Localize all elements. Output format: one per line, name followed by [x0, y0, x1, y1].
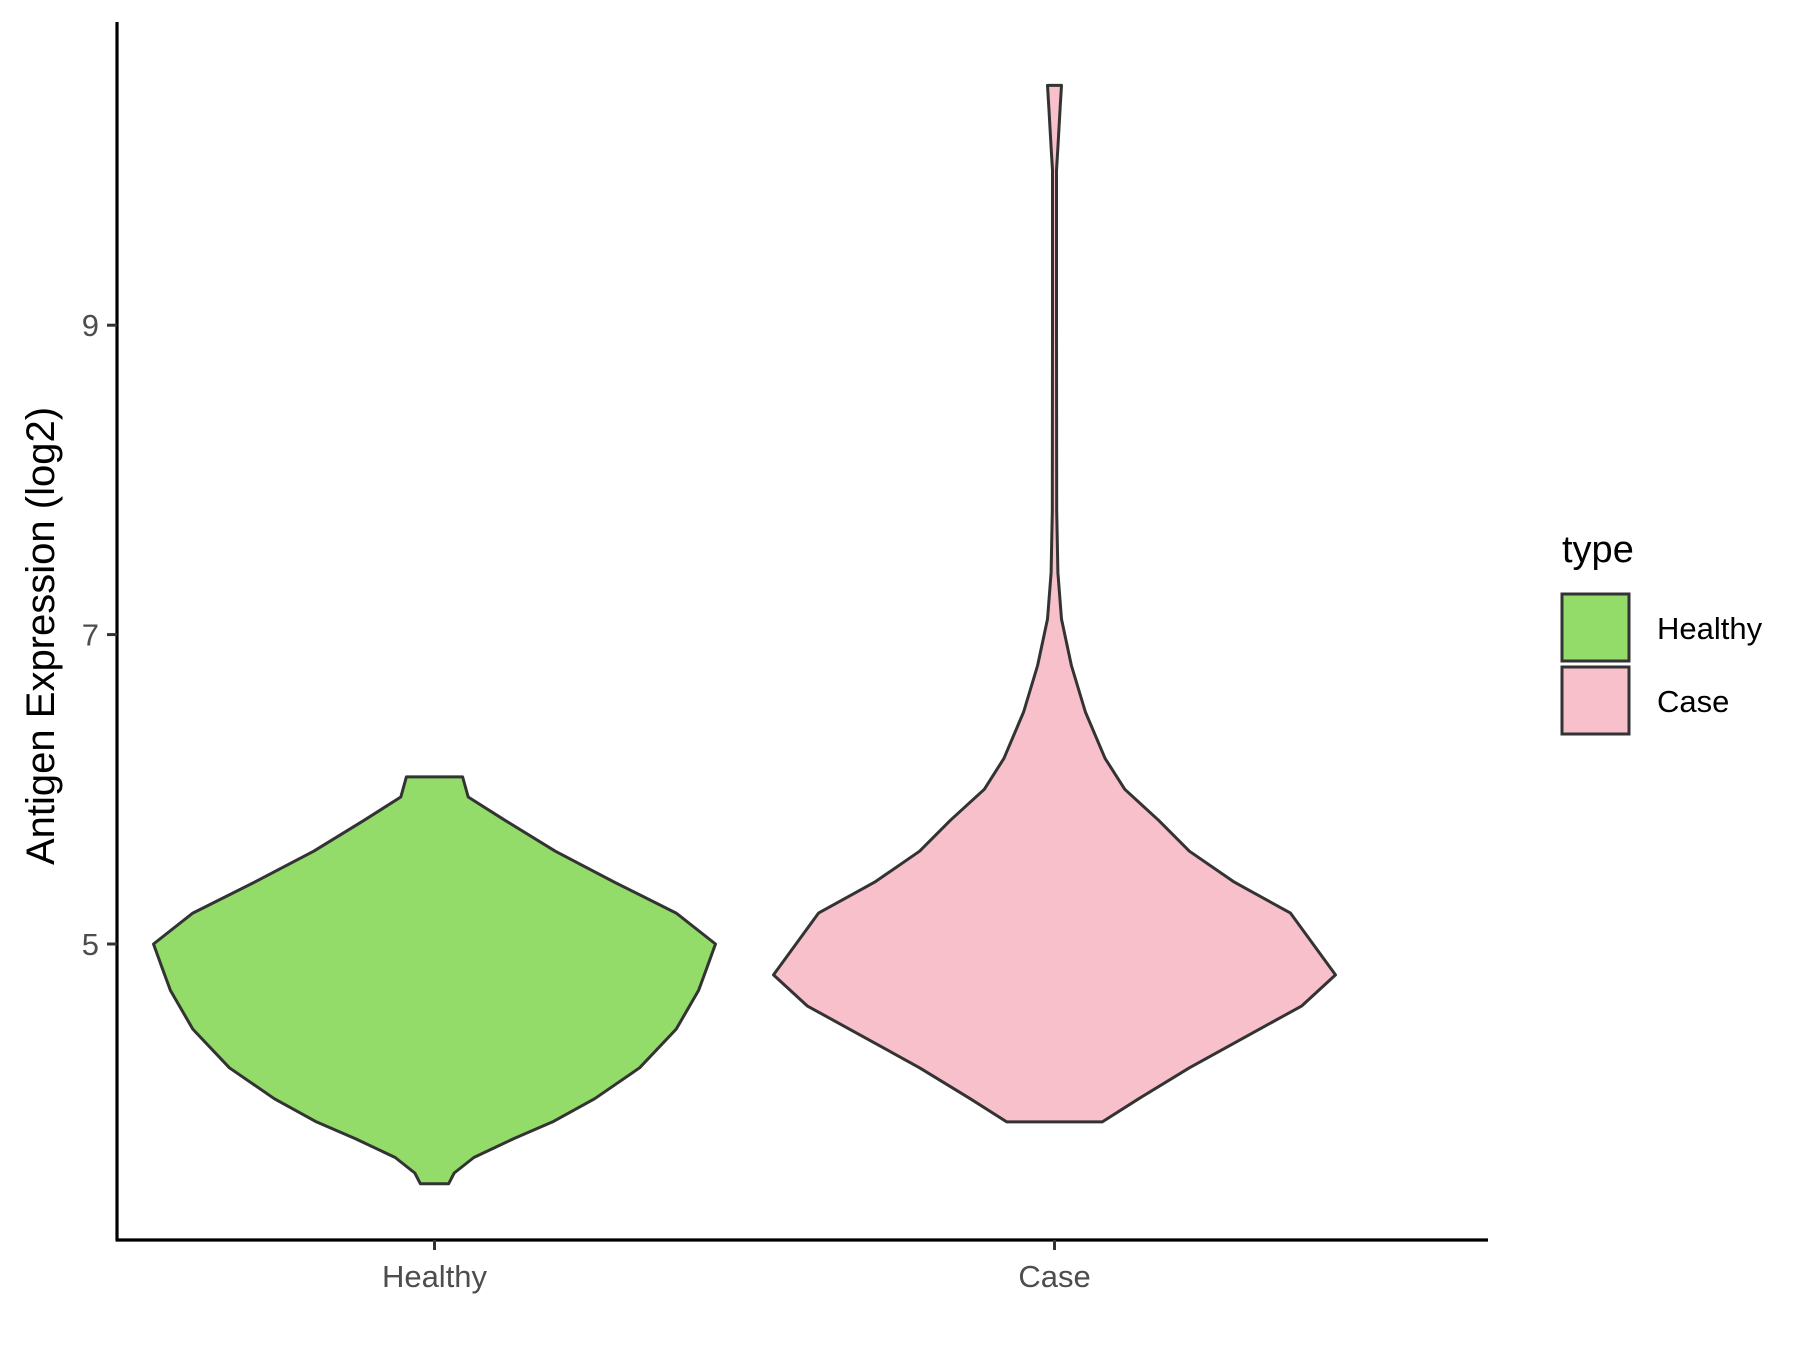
violin-case	[772, 83, 1337, 1124]
x-tick-label-healthy: Healthy	[382, 1259, 488, 1294]
legend-label-case: Case	[1657, 684, 1729, 719]
y-tick-label: 5	[82, 927, 99, 962]
legend-key-healthy	[1560, 592, 1631, 663]
legend-label-healthy: Healthy	[1657, 611, 1763, 646]
y-axis-title: Antigen Expression (log2)	[19, 407, 63, 865]
legend-key-case	[1560, 665, 1631, 736]
x-tick-label-case: Case	[1018, 1259, 1090, 1294]
violin-healthy	[152, 775, 717, 1186]
legend: type Healthy Case	[1560, 529, 1763, 736]
plot-area: 5 7 9 Healthy Case	[82, 22, 1488, 1294]
legend-title: type	[1562, 529, 1634, 571]
y-tick-label: 7	[82, 618, 99, 653]
y-tick-label: 9	[82, 308, 99, 343]
